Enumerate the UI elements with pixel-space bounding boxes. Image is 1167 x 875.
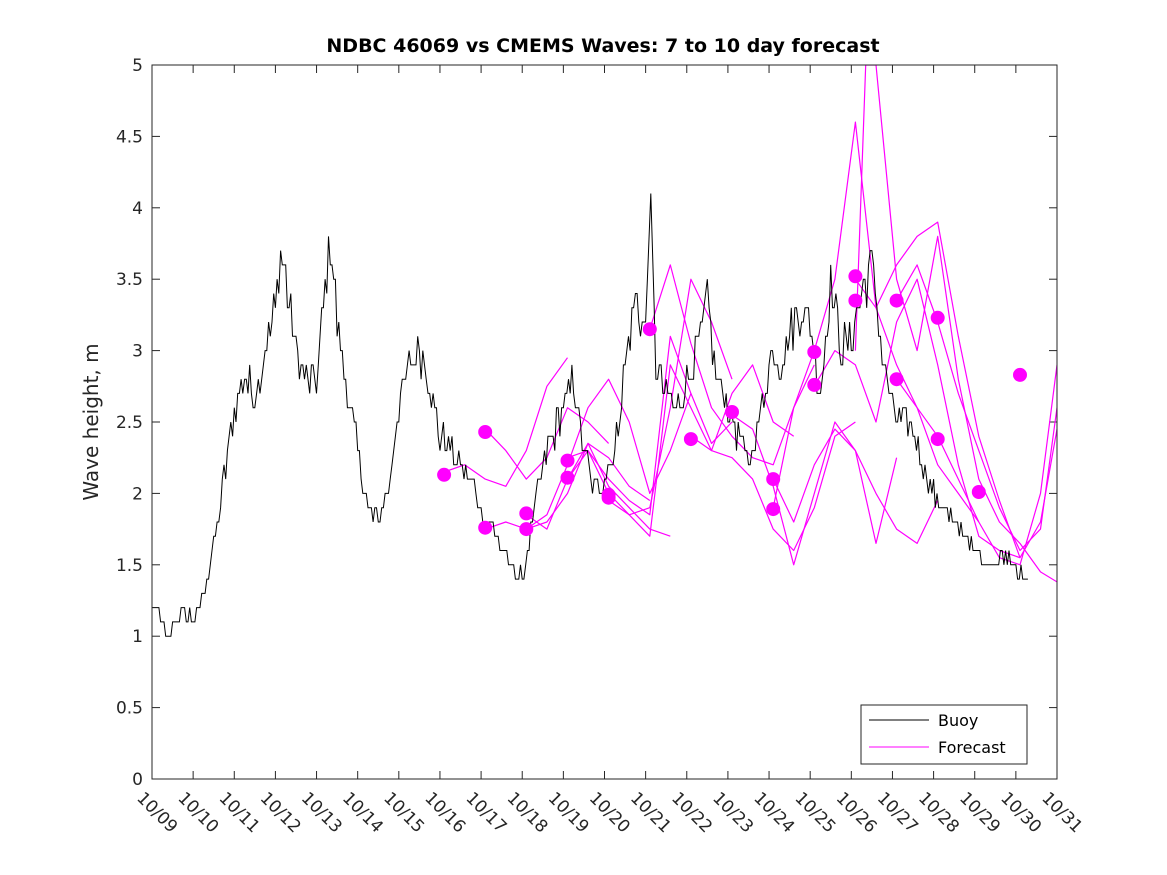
forecast-line [731,414,898,566]
forecast-marker [478,425,493,439]
forecast-line [649,264,815,466]
legend: Buoy Forecast [860,704,1028,765]
forecast-marker [807,377,822,392]
forecast-marker [971,485,986,499]
forecast-line [567,278,733,516]
forecast-marker [437,467,452,482]
legend-buoy-label: Buoy [938,711,978,730]
y-tick-label: 4.5 [116,127,143,147]
forecast-marker [478,520,493,535]
forecast-marker [1013,367,1027,382]
y-tick-label: 2.5 [116,413,143,433]
forecast-marker [889,293,904,308]
forecast-line [485,442,651,530]
forecast-line [608,364,795,537]
forecast-marker [560,453,575,468]
forecast-marker [848,293,863,308]
forecast-line [854,221,1057,559]
forecast-marker [766,472,781,487]
forecast-marker [930,432,945,447]
forecast-marker [889,372,904,387]
forecast-line [896,264,1057,552]
forecast-marker [807,345,822,359]
axes-box [151,64,1058,780]
forecast-marker [848,269,863,284]
y-tick-label: 4 [132,199,143,219]
buoy-line [152,193,1028,637]
forecast-line [567,335,733,516]
y-tick-label: 3.5 [116,270,143,290]
forecast-line [525,378,692,530]
legend-box [860,704,1028,765]
plot-area [152,65,1057,779]
y-tick-label: 1 [132,627,143,647]
forecast-line [896,364,1057,566]
forecast-marker [519,506,534,521]
forecast-marker [683,432,698,447]
series-layer [152,65,1057,637]
forecast-marker [930,310,945,325]
clipped-series [152,65,1057,637]
y-tick-label: 2 [132,484,143,504]
forecast-marker [725,405,739,419]
forecast-marker [519,522,534,537]
forecast-line [854,65,1057,583]
axes-background [152,65,1057,779]
y-tick-label: 0 [132,770,143,790]
y-tick-label: 5 [132,56,143,76]
y-tick-label: 1.5 [116,556,143,576]
forecast-line [690,421,856,552]
forecast-marker [766,502,781,517]
forecast-line [813,278,1021,559]
forecast-markers [437,269,1027,537]
forecast-line [772,428,939,545]
forecast-marker [601,490,616,505]
y-axis-label: Wave height, m [79,343,103,500]
forecast-line [443,357,568,487]
y-tick-label: 0.5 [116,699,143,719]
y-tick-label: 3 [132,342,143,362]
forecast-marker [560,470,575,485]
y-axis-ticks: 0 0.5 1 1.5 2 2.5 3 3.5 4 4.5 5 [116,56,1057,790]
legend-forecast-label: Forecast [938,738,1006,757]
forecast-marker [642,322,657,337]
chart-title: NDBC 46069 vs CMEMS Waves: 7 to 10 day f… [326,35,879,57]
